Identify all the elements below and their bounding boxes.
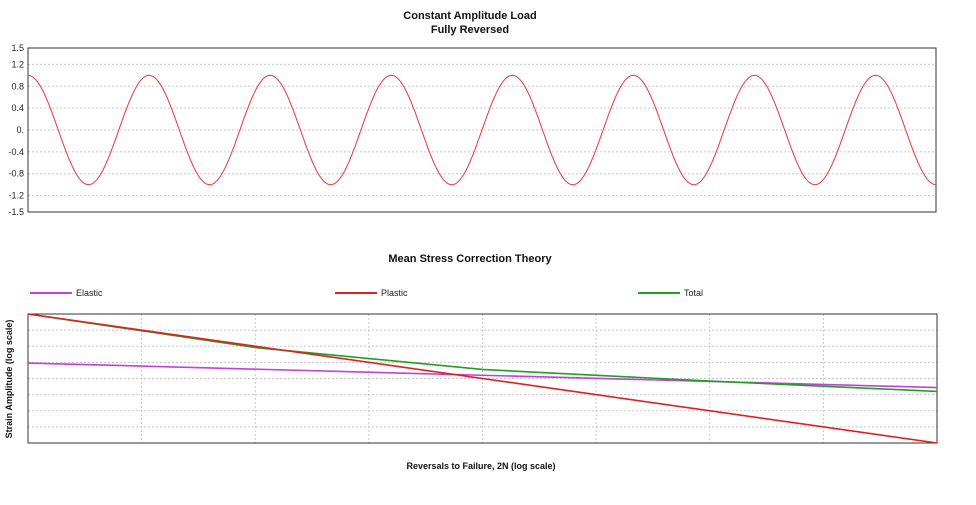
- y-tick-label: 0.: [16, 125, 24, 135]
- legend-label: Plastic: [381, 288, 408, 298]
- plastic-series-line: [27, 313, 938, 444]
- load-series-line: [27, 74, 937, 186]
- elastic-series-line: [27, 362, 938, 389]
- load-chart-subtitle: Fully Reversed: [431, 24, 509, 36]
- total-series-line: [27, 313, 938, 393]
- y-tick-label: -1.5: [8, 207, 24, 217]
- plot-frame: [27, 47, 937, 213]
- y-tick-label: 1.5: [11, 43, 24, 53]
- y-tick-label: 0.8: [11, 81, 24, 91]
- load-chart: 1.5 1.2 0.8 0.4 0. -0.4 -0.8 -1.2 -1.5: [8, 43, 937, 217]
- legend-label: Total: [684, 288, 703, 298]
- y-tick-label: -1.2: [8, 191, 24, 201]
- life-chart: [27, 313, 938, 444]
- legend-label: Elastic: [76, 288, 103, 298]
- y-tick-label: -0.4: [8, 147, 24, 157]
- load-chart-title: Constant Amplitude Load: [403, 10, 536, 22]
- y-tick-label: 0.4: [11, 103, 24, 113]
- y-tick-label: -0.8: [8, 169, 24, 179]
- y-tick-label: 1.2: [11, 59, 24, 69]
- life-chart-x-axis-label: Reversals to Failure, 2N (log scale): [406, 461, 555, 471]
- plot-frame: [27, 313, 938, 444]
- life-chart-legend: Elastic Plastic Total: [30, 288, 703, 298]
- life-chart-y-axis-label: Strain Amplitude (log scale): [4, 320, 14, 439]
- life-chart-title: Mean Stress Correction Theory: [388, 253, 552, 265]
